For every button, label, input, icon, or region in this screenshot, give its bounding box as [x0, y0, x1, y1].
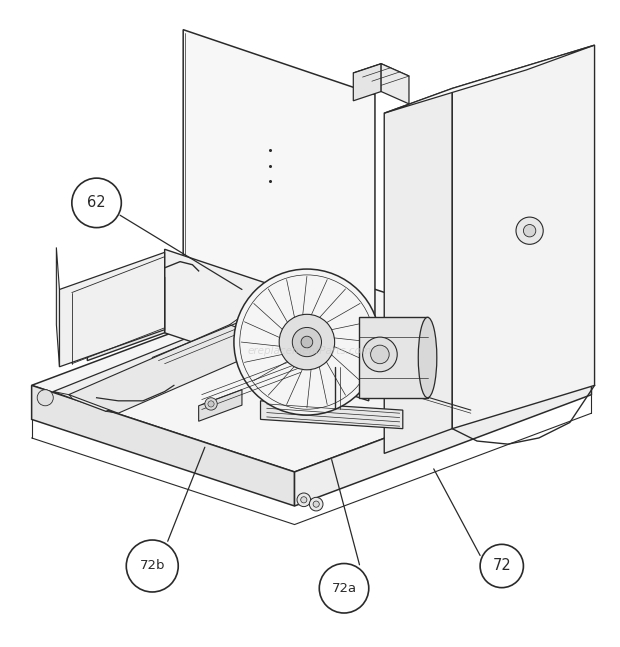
Circle shape [480, 544, 523, 587]
Polygon shape [69, 325, 279, 413]
Polygon shape [353, 63, 381, 101]
Circle shape [279, 314, 335, 370]
Text: 72: 72 [492, 558, 511, 573]
Polygon shape [165, 249, 369, 401]
Circle shape [309, 498, 323, 511]
Polygon shape [384, 89, 452, 454]
Circle shape [363, 337, 397, 372]
Circle shape [301, 497, 307, 503]
Polygon shape [53, 316, 294, 411]
Circle shape [208, 401, 214, 407]
Text: ereplacementParts.com: ereplacementParts.com [248, 346, 372, 356]
Circle shape [37, 389, 53, 406]
Polygon shape [32, 386, 294, 506]
Circle shape [205, 398, 217, 410]
Circle shape [292, 327, 322, 356]
Polygon shape [452, 45, 595, 429]
Polygon shape [183, 30, 375, 360]
Polygon shape [384, 45, 595, 113]
Text: 72a: 72a [332, 582, 356, 595]
Circle shape [319, 564, 369, 613]
Polygon shape [56, 247, 60, 367]
Polygon shape [60, 252, 165, 367]
Circle shape [126, 540, 178, 592]
Polygon shape [294, 360, 591, 506]
Polygon shape [198, 389, 242, 421]
Circle shape [523, 225, 536, 237]
Text: 62: 62 [87, 195, 106, 210]
Polygon shape [87, 277, 165, 360]
Circle shape [313, 501, 319, 507]
Polygon shape [360, 317, 428, 398]
Polygon shape [381, 63, 409, 104]
Text: 72b: 72b [140, 560, 165, 573]
Circle shape [234, 269, 380, 415]
Circle shape [72, 178, 122, 228]
Circle shape [297, 493, 311, 507]
Polygon shape [32, 274, 591, 472]
Polygon shape [260, 401, 403, 429]
Circle shape [371, 345, 389, 364]
Circle shape [516, 217, 543, 245]
Ellipse shape [418, 317, 437, 398]
Circle shape [301, 336, 312, 348]
Polygon shape [353, 63, 409, 85]
